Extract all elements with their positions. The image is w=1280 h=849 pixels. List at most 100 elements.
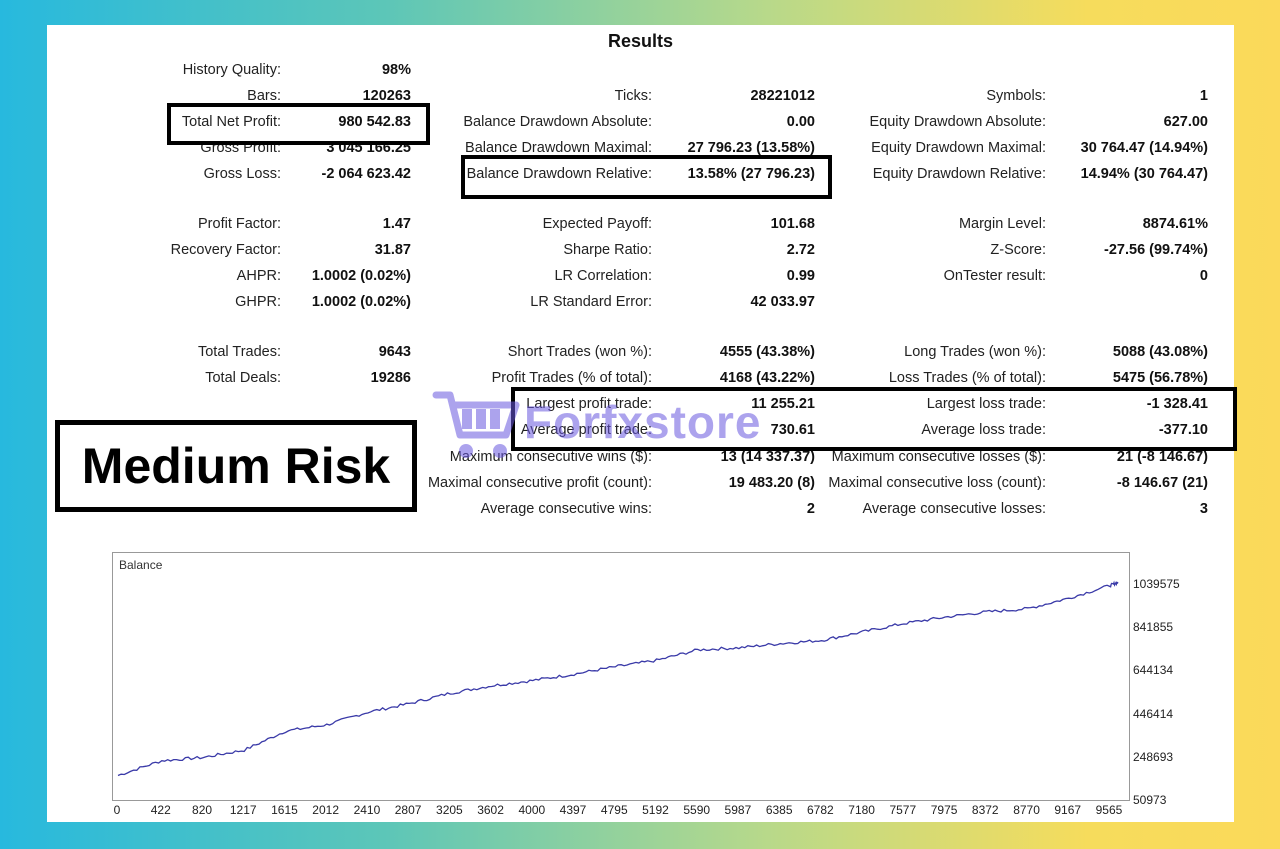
stat-label: Equity Drawdown Relative: xyxy=(872,166,1046,182)
stat-label: Recovery Factor: xyxy=(170,242,281,258)
highlight-box-balance-drawdown xyxy=(461,155,832,199)
stat-value: 5475 (56.78%) xyxy=(1112,370,1208,386)
y-tick-label: 446414 xyxy=(1133,707,1174,721)
stat-value: 5088 (43.08%) xyxy=(1112,344,1208,360)
stat-label: Long Trades (won %): xyxy=(904,344,1046,360)
stat-label: Bars: xyxy=(247,88,281,104)
stat-value: 4555 (43.38%) xyxy=(719,344,815,360)
x-tick-label: 6782 xyxy=(807,803,834,817)
stat-value: 19286 xyxy=(370,370,411,386)
stat-value: 31.87 xyxy=(374,242,411,258)
x-tick-label: 820 xyxy=(192,803,213,817)
balance-chart-svg xyxy=(117,580,1119,777)
stat-value: -2 064 623.42 xyxy=(321,166,412,182)
stat-value: 42 033.97 xyxy=(750,294,815,310)
stat-label: History Quality: xyxy=(182,62,281,78)
stat-label: AHPR: xyxy=(236,268,281,284)
x-tick-label: 2012 xyxy=(312,803,340,817)
stat-label: Total Trades: xyxy=(197,344,281,360)
x-tick-label: 422 xyxy=(150,803,171,817)
x-tick-label: 1217 xyxy=(229,803,257,817)
stat-value: 8874.61% xyxy=(1142,216,1208,232)
x-tick-label: 7975 xyxy=(930,803,958,817)
stat-label: Symbols: xyxy=(986,88,1046,104)
x-tick-label: 6385 xyxy=(765,803,793,817)
stat-value: -377.10 xyxy=(1158,422,1208,438)
stat-value: 0.00 xyxy=(786,114,815,130)
stat-label: Ticks: xyxy=(614,88,652,104)
stat-value: 980 542.83 xyxy=(338,114,411,130)
balance-chart: Balance xyxy=(112,552,1130,801)
stat-value: 27 796.23 (13.58%) xyxy=(687,140,815,156)
stat-value: 2.72 xyxy=(786,242,815,258)
stat-label: Average consecutive wins: xyxy=(480,501,652,517)
stat-label: OnTester result: xyxy=(943,268,1046,284)
y-tick-label: 841855 xyxy=(1133,620,1174,634)
x-tick-label: 8372 xyxy=(971,803,999,817)
stat-label: Balance Drawdown Absolute: xyxy=(463,114,652,130)
stat-value: 13.58% (27 796.23) xyxy=(687,166,815,182)
highlight-box-net-profit xyxy=(167,103,430,145)
stat-value: 21 (-8 146.67) xyxy=(1116,449,1208,465)
stat-value: 0 xyxy=(1199,268,1208,284)
x-tick-label: 0 xyxy=(113,803,121,817)
stat-label: Average consecutive losses: xyxy=(862,501,1046,517)
x-tick-label: 5192 xyxy=(642,803,669,817)
stat-value: 14.94% (30 764.47) xyxy=(1080,166,1208,182)
stat-value: 1.0002 (0.02%) xyxy=(311,294,411,310)
x-tick-label: 4397 xyxy=(559,803,587,817)
stat-label: Expected Payoff: xyxy=(542,216,652,232)
stat-label: Maximum consecutive wins ($): xyxy=(449,449,652,465)
x-tick-label: 7577 xyxy=(889,803,917,817)
stat-value: 1.0002 (0.02%) xyxy=(311,268,411,284)
stat-value: 101.68 xyxy=(770,216,815,232)
stat-label: Equity Drawdown Maximal: xyxy=(871,140,1046,156)
stat-label: Loss Trades (% of total): xyxy=(888,370,1046,386)
balance-series-line xyxy=(117,580,1119,777)
stat-label: GHPR: xyxy=(235,294,281,310)
y-tick-label: 50973 xyxy=(1133,793,1167,807)
highlight-box-largest-average-trades xyxy=(511,387,1237,451)
x-tick-label: 9167 xyxy=(1054,803,1082,817)
stat-label: Profit Factor: xyxy=(198,216,281,232)
stat-label: Short Trades (won %): xyxy=(507,344,652,360)
x-tick-label: 3602 xyxy=(477,803,504,817)
x-tick-label: 8770 xyxy=(1013,803,1040,817)
x-tick-label: 2807 xyxy=(394,803,422,817)
x-tick-label: 1615 xyxy=(271,803,298,817)
stat-value: 98% xyxy=(381,62,411,78)
stat-value: -1 328.41 xyxy=(1146,396,1208,412)
stat-value: 2 xyxy=(806,501,815,517)
stat-value: -8 146.67 (21) xyxy=(1116,475,1208,491)
stat-label: Maximal consecutive profit (count): xyxy=(427,475,652,491)
stat-label: Z-Score: xyxy=(990,242,1046,258)
stat-label: Profit Trades (% of total): xyxy=(491,370,652,386)
y-tick-label: 644134 xyxy=(1133,663,1174,677)
x-tick-label: 9565 xyxy=(1095,803,1123,817)
stat-value: 0.99 xyxy=(786,268,815,284)
stat-label: LR Correlation: xyxy=(554,268,652,284)
results-title: Results xyxy=(607,31,674,51)
stat-value: 1.47 xyxy=(382,216,411,232)
stat-value: 120263 xyxy=(362,88,411,104)
stat-value: -27.56 (99.74%) xyxy=(1104,242,1208,258)
stat-label: Equity Drawdown Absolute: xyxy=(869,114,1046,130)
x-tick-label: 5987 xyxy=(724,803,752,817)
stat-value: 3 xyxy=(1199,501,1208,517)
stat-label: Average profit trade: xyxy=(520,422,652,438)
stat-label: Total Deals: xyxy=(205,370,281,386)
stat-value: 730.61 xyxy=(770,422,815,438)
x-tick-label: 5590 xyxy=(683,803,711,817)
stat-label: Total Net Profit: xyxy=(181,114,281,130)
stat-value: 30 764.47 (14.94%) xyxy=(1080,140,1208,156)
stat-label: Maximal consecutive loss (count): xyxy=(828,475,1046,491)
chart-title: Balance xyxy=(119,558,163,572)
stat-label: LR Standard Error: xyxy=(530,294,652,310)
stat-label: Sharpe Ratio: xyxy=(563,242,652,258)
stat-value: 627.00 xyxy=(1163,114,1208,130)
x-tick-label: 3205 xyxy=(436,803,463,817)
stat-label: Margin Level: xyxy=(958,216,1046,232)
stat-label: Balance Drawdown Relative: xyxy=(466,166,652,182)
stat-value: 4168 (43.22%) xyxy=(719,370,815,386)
x-tick-label: 4795 xyxy=(600,803,628,817)
